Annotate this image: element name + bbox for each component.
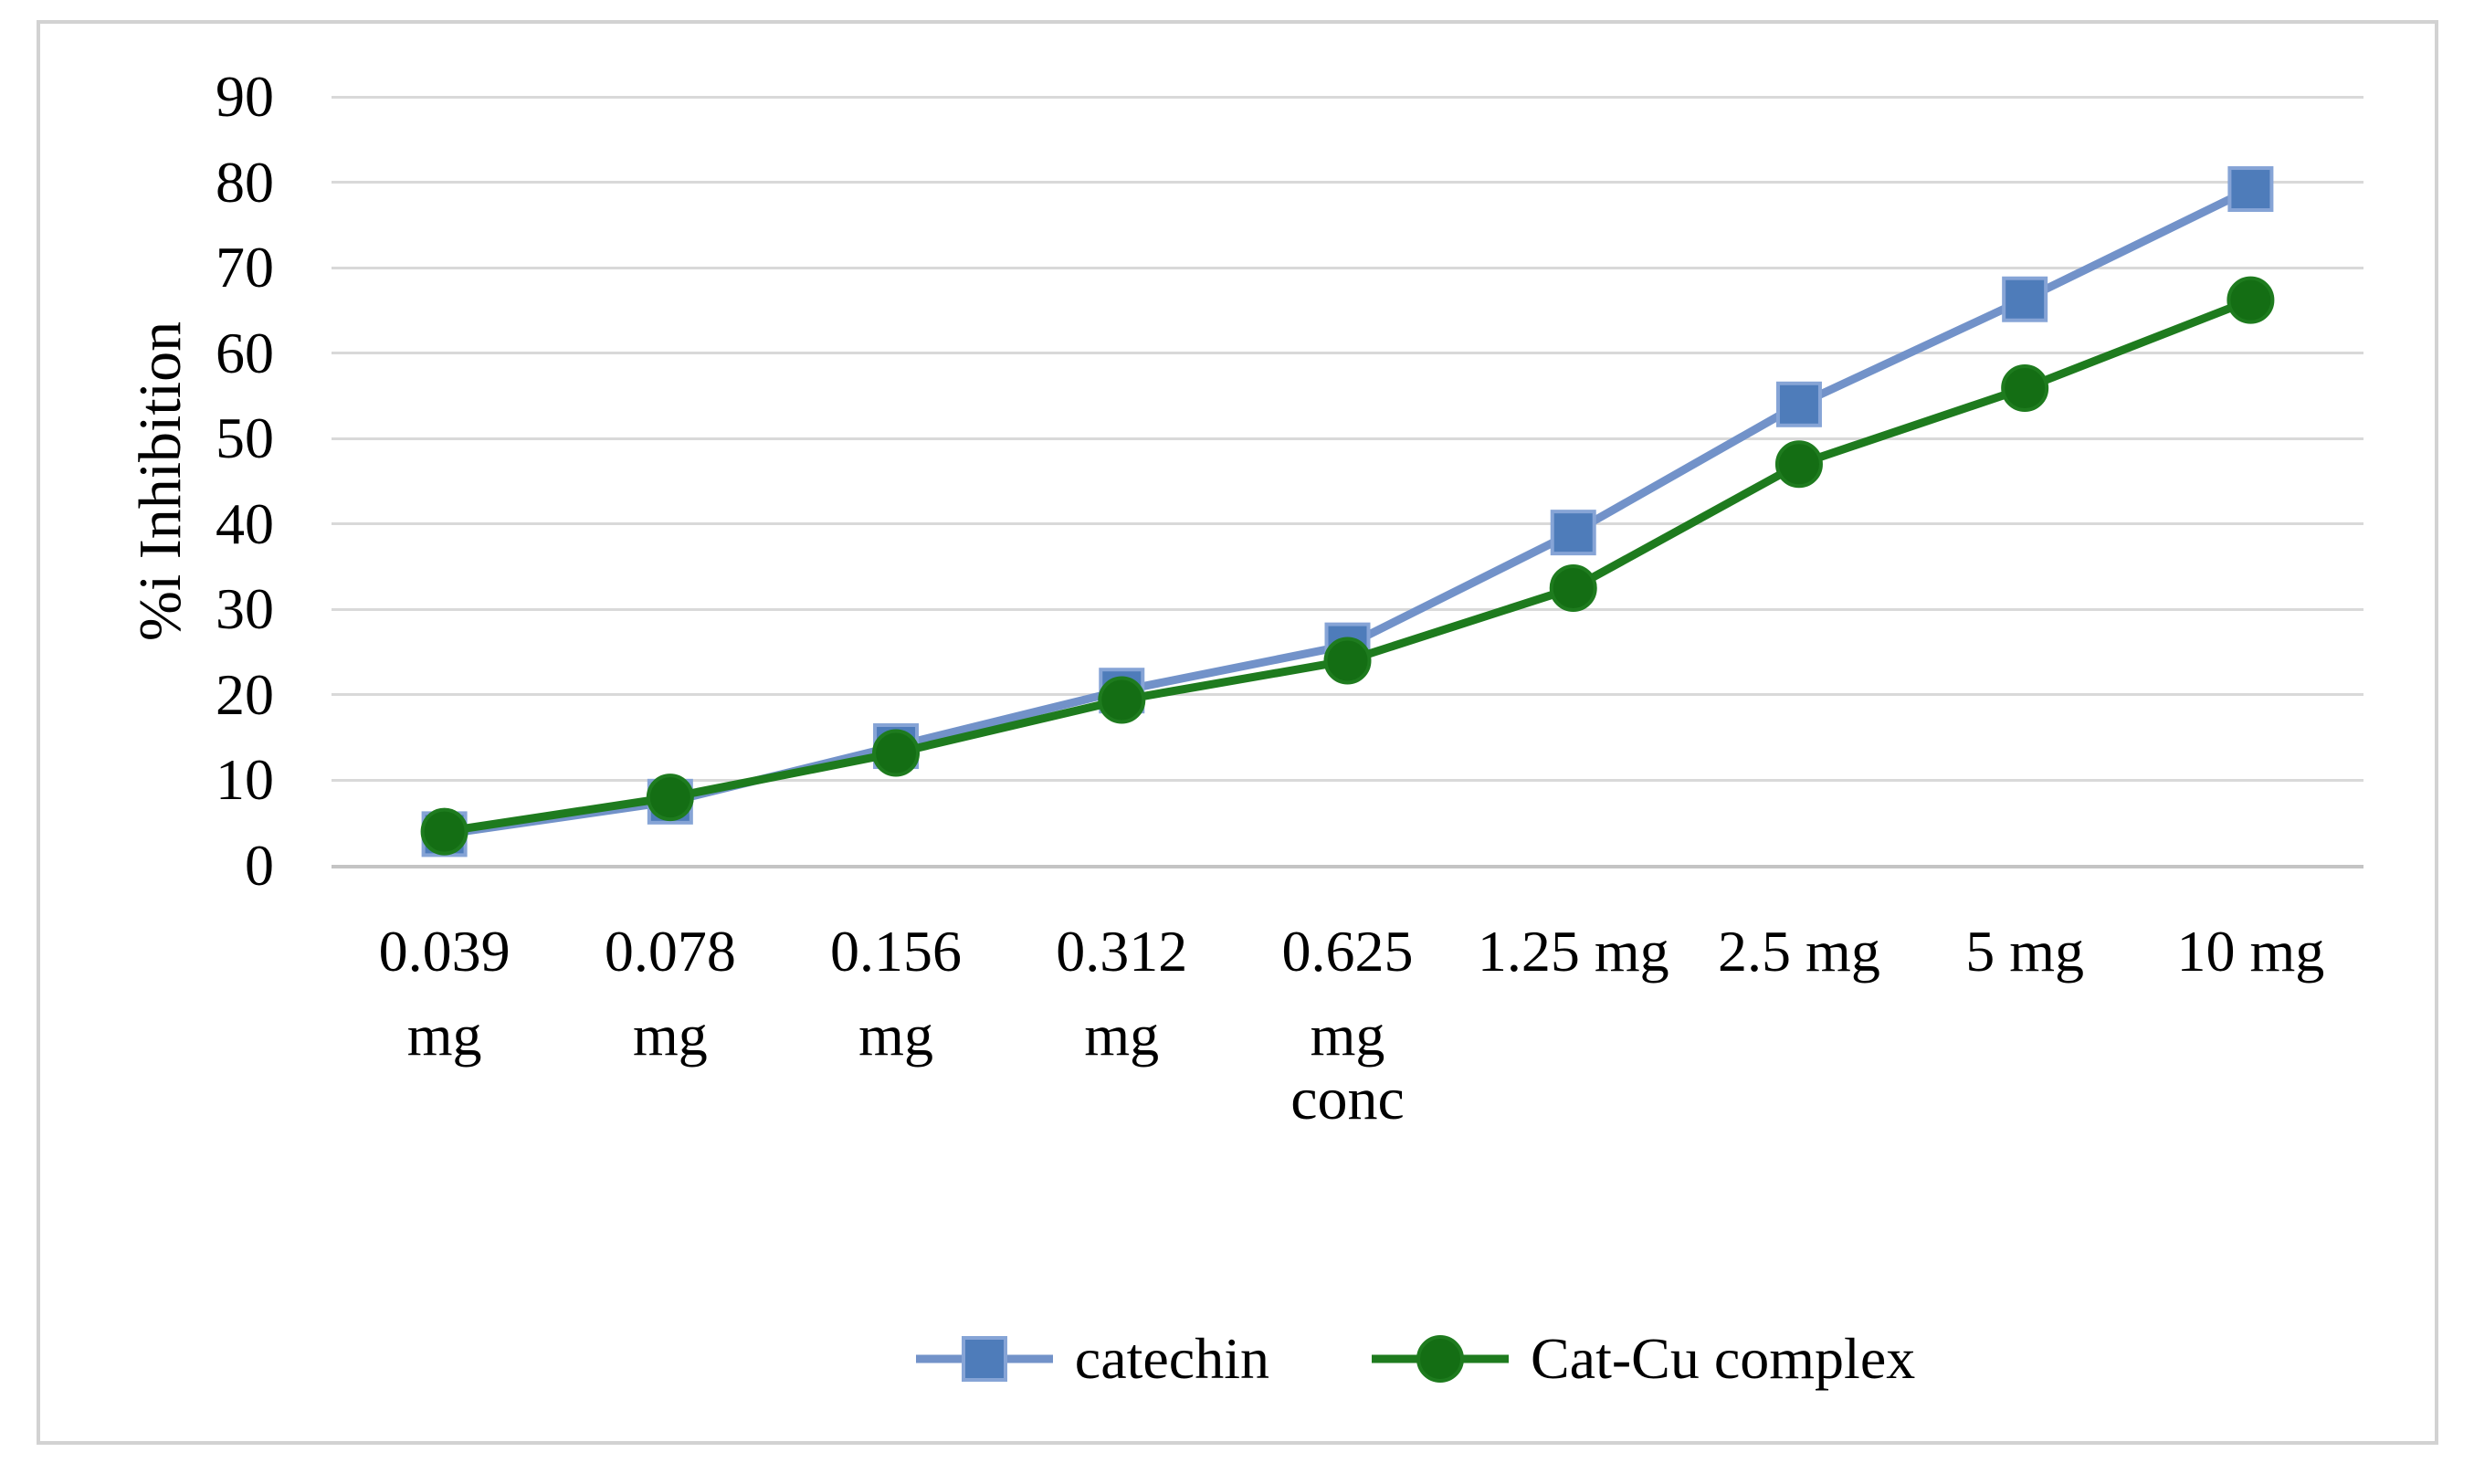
- x-tick-label: 0.625 mg: [1235, 910, 1460, 1078]
- catechin-legend-marker-icon: [915, 1336, 1053, 1382]
- x-tick-label-line: 0.078: [604, 919, 736, 984]
- y-tick-label: 10: [216, 747, 274, 813]
- x-tick-label-line: mg: [632, 1003, 708, 1068]
- Cat-Cu complex-data-point: [1098, 676, 1146, 724]
- gridline: [332, 266, 2363, 269]
- Cat-Cu complex-data-point: [1774, 440, 1823, 489]
- catechin-data-point: [2227, 166, 2274, 213]
- x-tick-label: 5 mg: [1912, 910, 2138, 994]
- x-tick-label: 10 mg: [2138, 910, 2363, 994]
- gridline: [332, 95, 2363, 99]
- x-tick-label-line: 0.156: [830, 919, 963, 984]
- x-tick-label: 2.5 mg: [1686, 910, 1911, 994]
- Cat-Cu complex-data-point: [420, 807, 468, 856]
- y-tick-label: 0: [245, 833, 274, 898]
- Cat-Cu complex-line: [440, 296, 2255, 837]
- legend-item-catechin: catechin: [915, 1325, 1269, 1393]
- catechin-data-point: [2002, 276, 2048, 322]
- y-tick-label: 40: [216, 490, 274, 556]
- y-tick-label: 90: [216, 64, 274, 129]
- Cat-Cu complex-data-point: [1549, 563, 1597, 612]
- y-axis-tick-labels: 0 10 20 30 40 50 60 70 80 90: [137, 0, 274, 1484]
- legend-item-cat-cu-complex: Cat-Cu complex: [1371, 1325, 1916, 1393]
- x-tick-label-line: 0.039: [378, 919, 511, 984]
- gridline: [332, 352, 2363, 355]
- x-tick-label-line: mg: [858, 1003, 933, 1068]
- x-axis-title: conc: [1290, 1066, 1405, 1132]
- plot-area: [332, 95, 2363, 868]
- legend-label-cat-cu-complex: Cat-Cu complex: [1530, 1326, 1916, 1391]
- gridline: [332, 437, 2363, 440]
- cat-cu-complex-legend-marker-icon: [1371, 1335, 1509, 1383]
- x-tick-label-line: 10 mg: [2176, 919, 2325, 984]
- x-tick-label: 0.312 mg: [1009, 910, 1235, 1078]
- x-tick-label-line: 5 mg: [1965, 919, 2085, 984]
- catechin-data-point: [1775, 381, 1822, 427]
- Cat-Cu complex-data-point: [646, 774, 694, 822]
- gridline: [332, 522, 2363, 526]
- Cat-Cu complex-data-point: [2227, 276, 2275, 324]
- x-tick-label-line: 2.5 mg: [1718, 919, 1880, 984]
- series-plot: [420, 166, 2275, 858]
- y-tick-label: 60: [216, 320, 274, 385]
- Cat-Cu complex-data-point: [1323, 637, 1372, 685]
- x-tick-label: 0.078 mg: [557, 910, 783, 1078]
- gridline: [332, 607, 2363, 611]
- gridline: [332, 693, 2363, 697]
- y-tick-label: 70: [216, 235, 274, 300]
- x-tick-label-line: mg: [1084, 1003, 1160, 1068]
- x-tick-label-line: 0.312: [1056, 919, 1188, 984]
- figure-border: [37, 20, 2438, 1445]
- y-tick-label: 80: [216, 149, 274, 215]
- x-axis-line: [332, 864, 2363, 868]
- y-tick-label: 20: [216, 661, 274, 727]
- y-tick-label: 50: [216, 405, 274, 471]
- x-tick-label-line: mg: [1310, 1003, 1385, 1068]
- x-tick-label: 0.039 mg: [332, 910, 557, 1078]
- legend: catechin Cat-Cu complex: [356, 1313, 2474, 1405]
- Cat-Cu complex-data-point: [872, 729, 921, 777]
- catechin-line: [440, 184, 2255, 838]
- x-tick-label: 0.156 mg: [783, 910, 1008, 1078]
- gridline: [332, 181, 2363, 184]
- y-tick-label: 30: [216, 576, 274, 642]
- x-tick-label-line: mg: [406, 1003, 482, 1068]
- catechin-data-point: [1550, 510, 1596, 556]
- gridline: [332, 778, 2363, 782]
- Cat-Cu complex-data-point: [2001, 364, 2049, 413]
- x-tick-label-line: 1.25 mg: [1477, 919, 1669, 984]
- x-tick-label: 1.25 mg: [1460, 910, 1686, 994]
- x-tick-label-line: 0.625: [1281, 919, 1414, 984]
- legend-label-catechin: catechin: [1074, 1326, 1269, 1391]
